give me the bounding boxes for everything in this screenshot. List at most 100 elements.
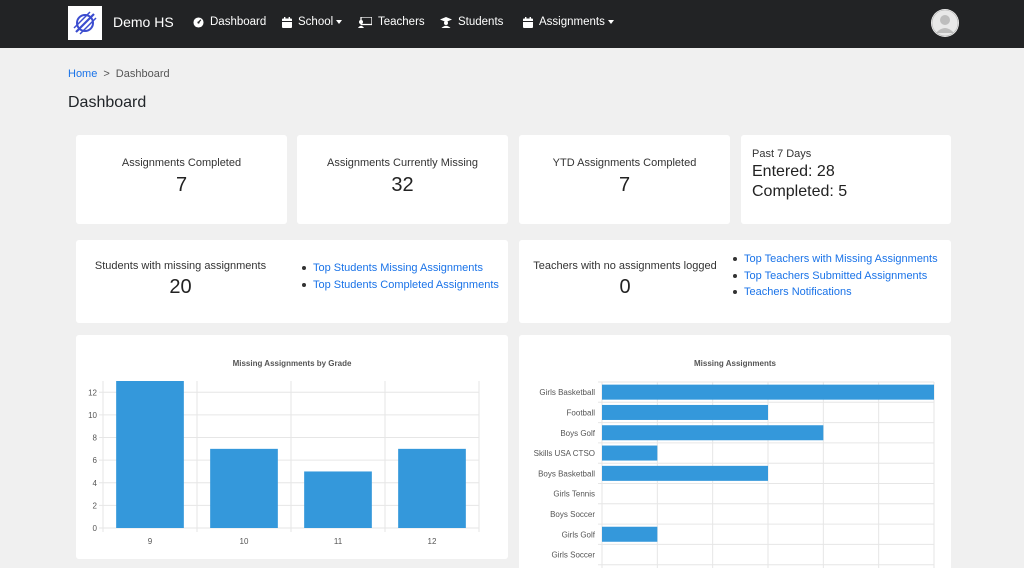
nav-assignments[interactable]: Assignments: [523, 16, 614, 28]
bar: [398, 448, 466, 528]
bar: [210, 448, 278, 528]
past-7-days-completed: Completed: 5: [752, 183, 848, 200]
nav-assignments-label: Assignments: [539, 16, 605, 28]
y-category-label: Boys Soccer: [550, 510, 595, 519]
list-item: Top Teachers with Missing Assignments: [733, 251, 938, 268]
avatar[interactable]: [931, 9, 959, 37]
stat-value: 7: [175, 174, 188, 196]
students-links: Top Students Missing Assignments Top Stu…: [302, 260, 499, 293]
chart-card-grade: Missing Assignments by Grade 0 2 4 6 8 10 12 9 1…: [76, 335, 508, 559]
y-category-label: Girls Soccer: [551, 551, 595, 560]
bar: [304, 471, 372, 528]
nav-teachers-label: Teachers: [378, 16, 425, 28]
list-item: Top Teachers Submitted Assignments: [733, 268, 938, 285]
bullet: [733, 257, 737, 262]
nav-school-label: School: [298, 16, 334, 28]
list-item: Teachers Notifications: [733, 284, 938, 301]
bullet: [733, 290, 737, 295]
missing-assignments-chart: Girls Basketball Football Boys Golf Skills …: [534, 381, 935, 568]
bar: [602, 425, 824, 441]
y-tick-label: 0: [93, 524, 98, 533]
y-category-label: Football: [567, 408, 596, 417]
stat-card-ytd-completed: YTD Assignments Completed 7: [519, 135, 730, 224]
students-missing-label: Students with missing assignments: [94, 260, 267, 272]
breadcrumb-separator: >: [103, 68, 110, 80]
y-tick-label: 2: [93, 501, 98, 510]
top-students-missing-link[interactable]: Top Students Missing Assignments: [313, 262, 483, 275]
past-7-days-title: Past 7 Days: [752, 148, 812, 160]
breadcrumb-home-link[interactable]: Home: [68, 68, 98, 80]
stat-label: YTD Assignments Completed: [552, 157, 697, 169]
x-tick-label: 11: [334, 537, 343, 546]
chart-card-missing: Missing Assignments Girls Basketball Foot…: [519, 335, 951, 568]
chevron-down-icon: [336, 20, 343, 24]
teachers-no-assignments-label: Teachers with no assignments logged: [533, 260, 717, 272]
y-tick-label: 12: [88, 388, 97, 397]
y-category-label: Boys Golf: [560, 429, 595, 438]
nav-dashboard-label: Dashboard: [210, 16, 267, 28]
bar: [602, 465, 768, 481]
chevron-down-icon: [607, 20, 614, 24]
nav-dashboard[interactable]: Dashboard: [193, 16, 266, 28]
x-tick-label: 9: [148, 537, 153, 546]
x-tick-label: 10: [240, 537, 249, 546]
top-teachers-missing-link[interactable]: Top Teachers with Missing Assignments: [744, 253, 938, 266]
y-category-label: Skills USA CTSO: [534, 449, 595, 458]
y-category-label: Girls Tennis: [553, 490, 595, 499]
logo[interactable]: [68, 6, 102, 40]
list-item: Top Students Missing Assignments: [302, 260, 499, 277]
list-item: Top Students Completed Assignments: [302, 277, 499, 294]
stat-value: 7: [618, 174, 631, 196]
bar: [602, 384, 934, 400]
y-tick-label: 6: [93, 456, 98, 465]
stat-card-past-7-days: Past 7 Days Entered: 28 Completed: 5: [741, 135, 951, 224]
bullet: [302, 266, 306, 271]
y-tick-label: 8: [93, 434, 98, 443]
top-navbar: Demo HS Dashboard School Teachers Studen…: [0, 0, 1024, 48]
y-category-label: Girls Golf: [562, 530, 596, 539]
logo-icon: [73, 11, 97, 35]
bar: [602, 445, 658, 461]
user-avatar-icon: [931, 9, 959, 37]
bullet: [302, 282, 306, 287]
bar: [116, 381, 184, 528]
bar: [602, 526, 658, 542]
nav-teachers[interactable]: Teachers: [358, 16, 425, 28]
y-category-label: Girls Basketball: [539, 388, 595, 397]
brand-name[interactable]: Demo HS: [113, 14, 174, 30]
y-tick-label: 4: [93, 479, 98, 488]
nav-students-label: Students: [458, 16, 504, 28]
stat-value: 32: [391, 174, 414, 196]
calendar-icon: [523, 16, 533, 28]
x-tick-label: 12: [428, 537, 437, 546]
top-teachers-submitted-link[interactable]: Top Teachers Submitted Assignments: [744, 269, 928, 282]
teacher-icon: [358, 16, 372, 28]
calendar-icon: [282, 16, 292, 28]
teachers-no-assignments-card: Teachers with no assignments logged 0 To…: [519, 240, 951, 323]
y-tick-label: 10: [88, 411, 97, 420]
y-category-label: Boys Basketball: [538, 469, 595, 478]
breadcrumb-current: Dashboard: [115, 68, 170, 80]
chart-title: Missing Assignments: [694, 359, 776, 368]
nav-students[interactable]: Students: [440, 16, 503, 28]
missing-by-grade-chart: 0 2 4 6 8 10 12 9 10 11 12: [88, 381, 480, 546]
past-7-days-entered: Entered: 28: [752, 163, 835, 180]
stat-card-assignments-missing: Assignments Currently Missing 32: [297, 135, 508, 224]
student-icon: [440, 16, 452, 28]
teachers-no-assignments-value: 0: [619, 276, 631, 298]
bullet: [733, 273, 737, 278]
breadcrumb: Home > Dashboard: [68, 68, 170, 80]
top-students-completed-link[interactable]: Top Students Completed Assignments: [313, 278, 499, 291]
teachers-notifications-link[interactable]: Teachers Notifications: [744, 286, 852, 299]
stat-label: Assignments Completed: [121, 157, 242, 169]
bar: [602, 404, 768, 420]
page-title: Dashboard: [68, 94, 147, 111]
stat-label: Assignments Currently Missing: [327, 157, 478, 169]
dashboard-icon: [193, 16, 204, 28]
students-missing-card: Students with missing assignments 20 Top…: [76, 240, 508, 323]
students-missing-value: 20: [169, 276, 192, 298]
nav-school[interactable]: School: [282, 16, 343, 28]
stat-card-assignments-completed: Assignments Completed 7: [76, 135, 287, 224]
chart-title: Missing Assignments by Grade: [232, 359, 352, 368]
teachers-links: Top Teachers with Missing Assignments To…: [733, 251, 938, 301]
